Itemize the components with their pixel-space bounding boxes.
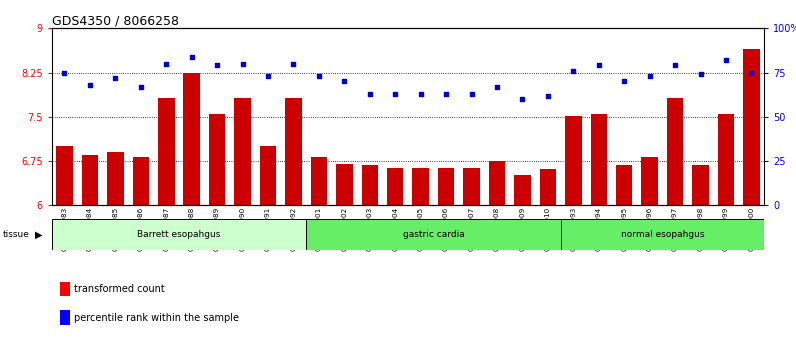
Point (211, 63, 224, 68)
Bar (52, 219, 306, 250)
Point (109, 75, 122, 81)
Point (287, 61, 300, 67)
Bar (412, 168, 429, 205)
Point (720, 57, 732, 63)
Point (439, 91, 452, 97)
Bar (259, 146, 276, 205)
Bar (310, 157, 327, 205)
Point (389, 91, 402, 97)
Point (669, 63, 681, 68)
Bar (718, 114, 734, 205)
Bar (540, 169, 556, 205)
Bar (336, 164, 353, 205)
Point (84, 82, 96, 88)
Bar (107, 152, 123, 205)
Bar (743, 49, 759, 205)
Text: ▶: ▶ (35, 230, 42, 240)
Point (160, 61, 173, 67)
Point (618, 79, 630, 84)
Bar (234, 98, 251, 205)
Point (465, 91, 478, 97)
Point (135, 84, 147, 90)
Bar (591, 114, 607, 205)
Bar (514, 175, 531, 205)
Bar (489, 161, 505, 205)
Point (236, 61, 249, 67)
Bar (565, 116, 582, 205)
Bar (132, 157, 149, 205)
Point (694, 72, 707, 77)
Text: transformed count: transformed count (74, 284, 165, 294)
Bar (183, 73, 200, 205)
Bar (82, 155, 98, 205)
Point (490, 84, 503, 90)
Text: Barrett esopahgus: Barrett esopahgus (137, 230, 220, 239)
Bar (463, 168, 480, 205)
Point (338, 79, 351, 84)
Point (567, 68, 579, 74)
Bar (560, 219, 764, 250)
Bar (438, 168, 455, 205)
Text: gastric cardia: gastric cardia (403, 230, 464, 239)
Bar (667, 98, 684, 205)
Point (262, 73, 275, 79)
Point (592, 63, 605, 68)
Point (58, 70, 71, 75)
Point (516, 96, 529, 102)
Bar (57, 146, 72, 205)
Point (541, 93, 554, 98)
Bar (209, 114, 225, 205)
Bar (158, 98, 174, 205)
Bar (361, 165, 378, 205)
Point (643, 73, 656, 79)
Bar (285, 98, 302, 205)
Bar (306, 219, 560, 250)
Point (364, 91, 377, 97)
Bar (616, 165, 633, 205)
Text: GDS4350 / 8066258: GDS4350 / 8066258 (52, 14, 179, 27)
Text: percentile rank within the sample: percentile rank within the sample (74, 313, 239, 322)
Point (313, 73, 326, 79)
Bar (642, 157, 658, 205)
Point (745, 70, 758, 75)
Text: normal esopahgus: normal esopahgus (621, 230, 704, 239)
Bar (693, 165, 708, 205)
Bar (387, 168, 404, 205)
Point (185, 54, 198, 59)
Text: tissue: tissue (2, 230, 29, 239)
Point (414, 91, 427, 97)
